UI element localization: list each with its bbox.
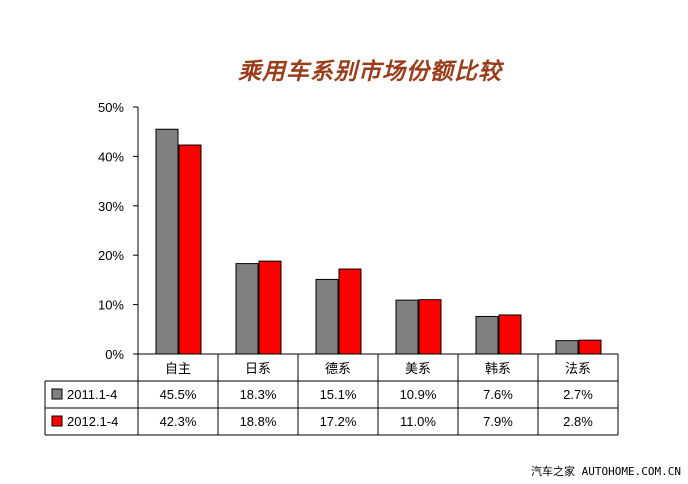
bar-series2 bbox=[178, 144, 202, 355]
axis-layer: 0% 10% 20% 30% 40% 50% bbox=[98, 100, 139, 362]
y-tick-label: 30% bbox=[98, 199, 124, 214]
chart-title: 乘用车系别市场份额比较 bbox=[238, 59, 502, 85]
data-label: 15.1% bbox=[320, 387, 357, 402]
bar-series2 bbox=[418, 299, 442, 355]
data-label: 7.6% bbox=[483, 387, 513, 402]
category-label: 自主 bbox=[165, 362, 191, 377]
bar-series1 bbox=[315, 278, 339, 355]
data-label: 42.3% bbox=[160, 414, 197, 429]
data-label: 18.3% bbox=[240, 387, 277, 402]
y-tick-label: 50% bbox=[98, 100, 124, 115]
bar-series1 bbox=[395, 299, 419, 355]
category-label: 德系 bbox=[325, 362, 351, 377]
data-label: 17.2% bbox=[320, 414, 357, 429]
bar-series2 bbox=[578, 339, 602, 355]
data-label: 7.9% bbox=[483, 414, 513, 429]
legend-swatch bbox=[51, 415, 63, 427]
bar-series1 bbox=[475, 315, 499, 355]
bar-series2 bbox=[338, 268, 362, 355]
category-label: 美系 bbox=[405, 362, 431, 377]
bar-series2 bbox=[498, 314, 522, 355]
bar-series2 bbox=[258, 260, 282, 355]
data-label: 45.5% bbox=[160, 387, 197, 402]
data-label: 2.8% bbox=[563, 414, 593, 429]
data-label: 11.0% bbox=[400, 414, 436, 429]
category-label: 法系 bbox=[565, 362, 591, 377]
bar-series1 bbox=[235, 263, 259, 355]
category-label: 日系 bbox=[245, 362, 271, 377]
y-tick-label: 40% bbox=[98, 149, 124, 164]
legend-swatch bbox=[51, 388, 63, 400]
y-tick-label: 10% bbox=[98, 298, 124, 313]
data-table: 自主 日系 德系 美系 韩系 法系 2011.1-4 45.5% 18.3% 15.1% 10.9%… bbox=[44, 353, 619, 436]
legend-label: 2011.1-4 bbox=[67, 387, 117, 402]
category-label: 韩系 bbox=[485, 362, 511, 377]
y-tick-label: 0% bbox=[105, 347, 124, 362]
data-label: 10.9% bbox=[400, 387, 437, 402]
bars-layer bbox=[155, 128, 602, 355]
bar-series1 bbox=[155, 128, 179, 355]
y-tick-label: 20% bbox=[98, 248, 124, 263]
bar-series1 bbox=[555, 340, 579, 355]
legend-label: 2012.1-4 bbox=[67, 414, 118, 429]
data-label: 2.7% bbox=[563, 387, 593, 402]
watermark: 汽车之家 AUTOHOME.COM.CN bbox=[531, 465, 681, 478]
data-label: 18.8% bbox=[240, 414, 277, 429]
